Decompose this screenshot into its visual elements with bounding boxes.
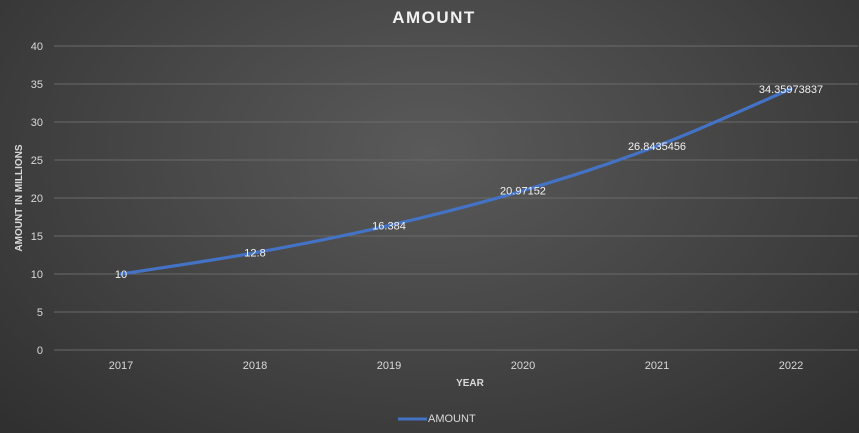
x-tick-label: 2018	[243, 360, 267, 372]
y-tick-label: 30	[31, 117, 43, 129]
chart-title: AMOUNT	[392, 8, 476, 27]
data-labels: 10 12.8 16.384 20.97152 26.8435456 34.3597383…	[115, 84, 823, 281]
y-tick-label: 20	[31, 193, 43, 205]
legend: AMOUNT	[398, 413, 476, 425]
y-tick-label: 10	[31, 269, 43, 281]
data-label: 16.384	[372, 220, 406, 232]
data-label: 26.8435456	[628, 141, 686, 153]
legend-label-amount: AMOUNT	[428, 413, 476, 425]
series-group	[119, 87, 793, 276]
y-tick-label: 15	[31, 231, 43, 243]
x-axis-ticks: 2017 2018 2019 2020 2021 2022	[109, 360, 803, 372]
y-tick-label: 25	[31, 155, 43, 167]
y-tick-label: 35	[31, 79, 43, 91]
x-tick-label: 2017	[109, 360, 133, 372]
data-label: 20.97152	[500, 186, 546, 198]
x-axis-title: YEAR	[456, 378, 485, 389]
y-tick-label: 0	[37, 345, 43, 357]
x-tick-label: 2019	[377, 360, 401, 372]
y-axis-ticks: 0 5 10 15 20 25 30 35 40	[31, 41, 43, 357]
x-tick-label: 2022	[779, 360, 803, 372]
y-tick-label: 5	[37, 307, 43, 319]
y-axis-title: AMOUNT IN MILLIONS	[14, 144, 25, 252]
series-line-amount	[119, 87, 793, 276]
y-tick-label: 40	[31, 41, 43, 53]
gridlines	[54, 45, 858, 351]
data-label: 12.8	[244, 248, 265, 260]
x-tick-label: 2021	[645, 360, 669, 372]
x-tick-label: 2020	[511, 360, 535, 372]
data-label: 10	[115, 269, 127, 281]
data-label: 34.35973837	[759, 84, 823, 96]
